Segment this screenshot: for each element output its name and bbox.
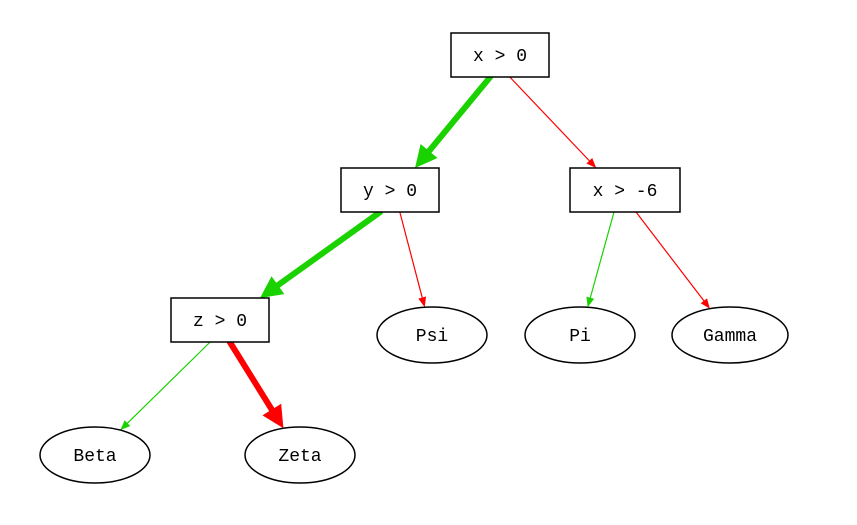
node-label-pi: Pi (569, 327, 591, 347)
node-label-beta: Beta (73, 447, 116, 467)
edge-root-y (429, 77, 490, 151)
node-label-psi: Psi (416, 327, 448, 347)
node-label-xneg6: x > -6 (593, 182, 658, 202)
edge-z-zeta (230, 342, 272, 410)
edge-xneg6-gamma (636, 212, 704, 301)
node-root: x > 0 (451, 33, 549, 77)
arrowhead-xneg6-pi (586, 297, 594, 308)
edge-y-psi (400, 212, 422, 298)
node-y: y > 0 (341, 168, 439, 212)
node-pi: Pi (525, 307, 635, 363)
edge-z-beta (127, 342, 210, 423)
decision-tree-diagram: x > 0 y > 0 x > -6 z > 0 Psi Pi Gamma Beta Zeta (0, 0, 857, 525)
node-label-z: z > 0 (193, 312, 247, 332)
node-label-y: y > 0 (363, 182, 417, 202)
node-z: z > 0 (171, 298, 269, 342)
node-zeta: Zeta (245, 427, 355, 483)
node-label-zeta: Zeta (278, 447, 321, 467)
edge-xneg6-pi (590, 212, 614, 298)
node-gamma: Gamma (672, 307, 788, 363)
arrowhead-y-psi (418, 297, 426, 308)
arrowhead-y-z (260, 276, 284, 298)
edges-layer (120, 77, 710, 430)
edge-root-xneg6 (510, 77, 590, 161)
nodes-layer: x > 0 y > 0 x > -6 z > 0 Psi Pi Gamma Beta Zeta (40, 33, 788, 483)
node-beta: Beta (40, 427, 150, 483)
node-xneg6: x > -6 (570, 168, 680, 212)
node-psi: Psi (377, 307, 487, 363)
node-label-gamma: Gamma (703, 327, 757, 347)
edge-y-z (278, 212, 380, 285)
node-label-root: x > 0 (473, 47, 527, 67)
arrowhead-xneg6-gamma (701, 298, 710, 308)
